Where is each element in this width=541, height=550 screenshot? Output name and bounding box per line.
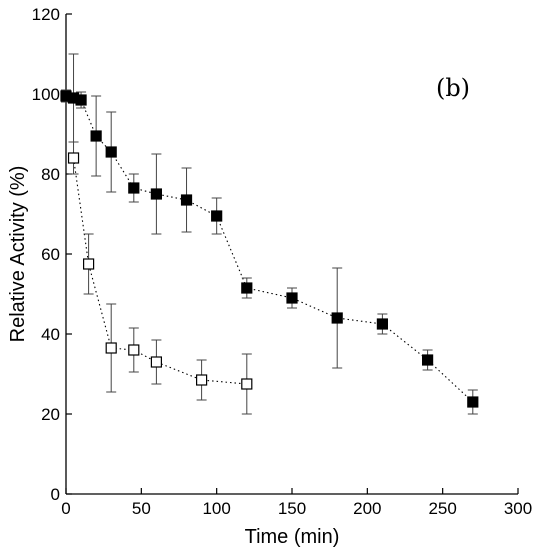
- x-axis-title: Time (min): [245, 526, 340, 548]
- data-point: [82, 258, 95, 270]
- y-tick-label: 80: [41, 165, 60, 184]
- data-point: [422, 354, 434, 366]
- data-point: [196, 374, 208, 386]
- series-1: [60, 53, 479, 415]
- data-point: [241, 378, 253, 390]
- series-layer: [60, 53, 479, 415]
- data-point: [90, 130, 102, 142]
- series-line: [65, 95, 474, 403]
- x-tick-label: 200: [353, 499, 381, 518]
- data-point: [331, 312, 343, 324]
- y-axis-title: Relative Activity (%): [7, 166, 29, 343]
- data-point: [376, 318, 388, 330]
- data-point: [128, 344, 140, 356]
- data-point: [180, 194, 193, 206]
- data-point: [211, 210, 223, 222]
- y-tick-label: 20: [41, 405, 60, 424]
- y-tick-label: 100: [32, 85, 60, 104]
- x-tick-label: 250: [428, 499, 456, 518]
- series-2: [67, 141, 253, 415]
- x-tick-label: 50: [132, 499, 151, 518]
- data-point: [241, 282, 253, 294]
- y-tick-label: 60: [41, 245, 60, 264]
- y-tick-label: 40: [41, 325, 60, 344]
- data-point: [105, 146, 117, 158]
- x-tick-label: 300: [504, 499, 532, 518]
- panel-label: (b): [436, 74, 470, 102]
- data-point: [150, 188, 162, 200]
- y-tick-label: 0: [51, 485, 60, 504]
- data-point: [128, 182, 140, 194]
- x-tick-label: 150: [278, 499, 306, 518]
- x-tick-label: 100: [202, 499, 230, 518]
- data-point: [75, 94, 87, 106]
- data-point: [67, 152, 80, 164]
- data-point: [105, 342, 117, 354]
- y-tick-label: 120: [32, 5, 60, 24]
- axes: 0 20 40 60 80 100 120 0 50 100 150 200 250 300: [32, 5, 533, 518]
- data-point: [467, 396, 479, 408]
- data-point: [286, 292, 298, 304]
- data-point: [150, 356, 162, 368]
- x-tick-label: 0: [61, 499, 70, 518]
